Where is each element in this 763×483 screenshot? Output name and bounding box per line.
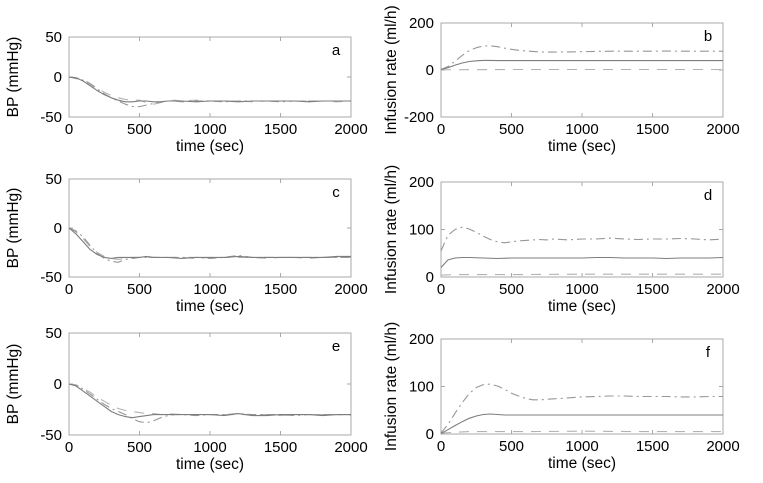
y-tick-label: -50 — [40, 269, 62, 286]
chart-e-series-dashdot — [68, 383, 351, 424]
x-tick-label: 0 — [437, 281, 445, 298]
x-tick-label: 500 — [127, 121, 152, 138]
panel-letter: b — [704, 28, 712, 45]
x-tick-label: 1500 — [636, 438, 669, 455]
panel-e-cell: 0 500 1000 1500 2000 -50 0 50 e time (sec) BP (mmH… — [0, 318, 380, 483]
panel-letter: c — [332, 184, 340, 201]
y-tick-label: 0 — [54, 220, 62, 237]
y-tick-label: 0 — [54, 69, 62, 86]
y-tick-label: 0 — [426, 269, 434, 286]
x-tick-label: 1000 — [565, 121, 598, 138]
x-tick-label: 500 — [127, 439, 152, 456]
panel-b-cell: 0 500 1000 1500 2000 -200 0 200 b time (sec) Infus… — [380, 0, 763, 160]
x-tick-label: 0 — [65, 439, 73, 456]
y-tick-label: -200 — [404, 109, 434, 126]
x-tick-label: 2000 — [334, 281, 367, 298]
y-axis-label: Infusion rate (ml/h) — [383, 322, 400, 451]
y-tick-label: 0 — [426, 62, 434, 79]
y-tick-label: 200 — [409, 15, 434, 32]
chart-infusion-d: 0 500 1000 1500 2000 0 100 200 d time (sec) Infusi… — [383, 165, 740, 315]
panel-a-cell: 0 500 1000 1500 2000 -50 0 50 a time (sec) BP (mmH… — [0, 0, 380, 160]
y-axis-label: BP (mmHg) — [5, 37, 22, 118]
chart-infusion-f: 0 500 1000 1500 2000 0 100 200 f time (sec) Infusi… — [383, 322, 740, 472]
x-axis-label: time (sec) — [176, 298, 244, 315]
x-axis-label: time (sec) — [176, 456, 244, 473]
y-axis-label: BP (mmHg) — [5, 344, 22, 425]
y-tick-label: 50 — [45, 29, 62, 46]
x-axis-label: time (sec) — [548, 138, 616, 155]
x-tick-label: 500 — [499, 281, 524, 298]
y-tick-label: 50 — [45, 325, 62, 342]
panel-letter: d — [704, 187, 712, 204]
chart-a-series-solid — [68, 76, 351, 103]
chart-b-series-dashdot — [440, 45, 723, 71]
y-tick-label: 200 — [409, 331, 434, 348]
x-tick-label: 0 — [437, 121, 445, 138]
x-tick-label: 2000 — [706, 121, 739, 138]
y-tick-label: 0 — [426, 426, 434, 443]
y-tick-label: 200 — [409, 174, 434, 191]
x-tick-label: 2000 — [706, 281, 739, 298]
panel-f-cell: 0 500 1000 1500 2000 0 100 200 f time (sec) Infusi… — [380, 318, 763, 483]
x-tick-label: 500 — [499, 438, 524, 455]
x-tick-label: 1500 — [636, 121, 669, 138]
plot-frame — [68, 332, 352, 436]
y-axis-label: Infusion rate (ml/h) — [383, 5, 400, 134]
x-tick-label: 1500 — [264, 281, 297, 298]
x-tick-label: 500 — [499, 121, 524, 138]
x-tick-label: 1500 — [636, 281, 669, 298]
y-tick-label: 100 — [409, 222, 434, 239]
chart-e-series-solid — [68, 383, 351, 419]
plot-frame — [68, 36, 352, 118]
panel-letter: e — [332, 338, 340, 355]
y-tick-label: 100 — [409, 379, 434, 396]
x-axis-label: time (sec) — [548, 455, 616, 472]
y-tick-label: -50 — [40, 427, 62, 444]
x-tick-label: 2000 — [334, 439, 367, 456]
chart-f-series-dashdot — [440, 383, 723, 434]
x-tick-label: 2000 — [706, 438, 739, 455]
x-tick-label: 1000 — [193, 439, 226, 456]
y-tick-label: 0 — [54, 376, 62, 393]
x-tick-label: 0 — [65, 121, 73, 138]
x-tick-label: 1500 — [264, 439, 297, 456]
x-tick-label: 1000 — [565, 438, 598, 455]
panel-d-cell: 0 500 1000 1500 2000 0 100 200 d time (sec) Infusi… — [380, 160, 763, 318]
y-axis-label: Infusion rate (ml/h) — [383, 165, 400, 294]
plot-frame — [440, 181, 724, 278]
chart-f-series-dashed — [440, 430, 723, 434]
panel-c-cell: 0 500 1000 1500 2000 -50 0 50 c time (sec) BP (mmH… — [0, 160, 380, 318]
x-tick-label: 500 — [127, 281, 152, 298]
chart-c-series-solid — [68, 227, 351, 259]
x-axis-label: time (sec) — [548, 298, 616, 315]
x-tick-label: 1000 — [193, 281, 226, 298]
x-tick-label: 0 — [437, 438, 445, 455]
panel-letter: f — [706, 344, 711, 361]
chart-d-series-dashed — [440, 273, 723, 276]
panel-letter: a — [332, 42, 341, 59]
chart-a-series-dashed — [68, 76, 352, 105]
chart-f-series-solid — [440, 413, 723, 434]
x-tick-label: 1000 — [565, 281, 598, 298]
chart-c-series-dashed — [68, 227, 351, 260]
plot-frame — [440, 338, 724, 435]
chart-d-series-solid — [440, 256, 724, 268]
x-axis-label: time (sec) — [176, 138, 244, 155]
y-axis-label: BP (mmHg) — [5, 188, 22, 269]
x-tick-label: 1000 — [193, 121, 226, 138]
y-tick-label: 50 — [45, 171, 62, 188]
x-tick-label: 1500 — [264, 121, 297, 138]
x-tick-label: 2000 — [334, 121, 367, 138]
plot-frame — [68, 178, 352, 278]
chart-b-series-solid — [440, 59, 723, 71]
y-tick-label: -50 — [40, 109, 62, 126]
x-tick-label: 0 — [65, 281, 73, 298]
chart-d-series-dashdot — [440, 226, 724, 252]
